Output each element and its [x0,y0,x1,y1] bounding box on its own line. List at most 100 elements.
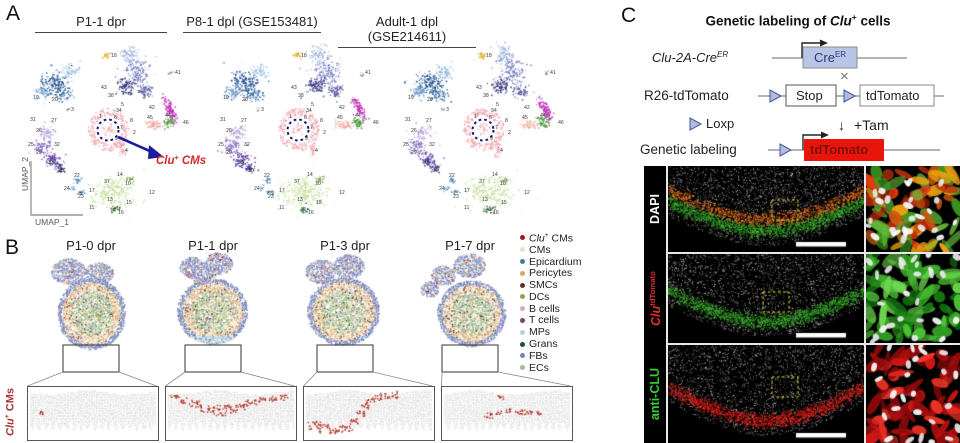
svg-text:37: 37 [479,179,485,185]
umap-plot-2: 18 19 20 3 43 38 34 42 41 46 45 44 1 5 6 7 8 2 9 4 31 27 26 25 2… [400,33,580,233]
svg-text:27: 27 [241,118,247,124]
umap-scatter-canvas [215,33,395,228]
svg-text:30: 30 [58,168,64,174]
svg-text:29: 29 [411,150,417,156]
micro-main-image-0 [668,166,864,252]
svg-text:10: 10 [315,181,321,187]
legend-dot [520,365,525,371]
svg-text:46: 46 [373,120,379,126]
svg-text:1: 1 [289,114,292,120]
panel-c-title: Genetic labeling of Clu+ cells [705,12,891,29]
svg-text:32: 32 [244,142,250,148]
svg-text:10: 10 [125,181,131,187]
svg-text:46: 46 [558,120,564,126]
svg-text:42: 42 [339,105,345,111]
legend-dot [520,235,525,241]
svg-text:34: 34 [306,108,312,114]
svg-text:34: 34 [116,108,122,114]
svg-text:20: 20 [242,97,248,103]
heart-section-canvas-1 [156,251,271,363]
legend-dot [520,258,525,264]
inset-canvas-2 [304,387,434,440]
stop-box [785,84,837,107]
svg-text:14: 14 [307,172,313,178]
svg-text:3: 3 [261,107,264,113]
svg-text:24: 24 [254,186,260,192]
svg-text:18: 18 [486,53,492,59]
svg-text:22: 22 [74,173,80,179]
svg-text:6: 6 [304,115,307,121]
legend-item-10: FBs [520,350,582,362]
legend-label: Epicardium [529,255,582,268]
svg-text:9: 9 [115,136,118,142]
svg-text:9: 9 [490,136,493,142]
svg-text:37: 37 [104,179,110,185]
legend-item-1: CMs [520,244,582,256]
svg-text:11: 11 [279,205,284,211]
legend-dot [520,317,525,323]
svg-text:23: 23 [78,194,84,200]
micro-main-image-1 [668,254,864,343]
construct2-label: R26-tdTomato [644,88,729,103]
svg-text:31: 31 [30,117,36,123]
svg-text:14: 14 [492,172,498,178]
svg-text:14: 14 [117,172,123,178]
svg-text:20: 20 [427,97,433,103]
svg-text:8: 8 [130,118,133,124]
panel-label-a: A [6,2,21,25]
svg-text:18: 18 [301,53,307,59]
umap-plot-1: 18 19 20 3 43 38 34 42 41 46 45 44 1 5 6 7 8 2 9 4 31 27 26 25 2… [215,33,395,233]
umap-plot-0: 18 19 20 3 43 38 34 42 41 46 45 44 1 5 6 7 8 2 9 4 31 27 26 25 2… [20,33,206,233]
legend-item-2: Epicardium [520,256,582,268]
b-timepoint-title-3: P1-7 dpr [445,238,495,253]
svg-text:3: 3 [446,107,449,113]
legend-label: CMs [529,243,551,256]
svg-text:15: 15 [126,200,132,206]
svg-text:6: 6 [489,115,492,121]
svg-text:31: 31 [220,117,226,123]
svg-text:12: 12 [339,190,345,196]
svg-text:25: 25 [218,142,224,148]
svg-text:2: 2 [323,130,326,136]
svg-text:11: 11 [89,205,94,211]
heart-section-canvas-3 [413,251,528,363]
legend-label: Pericytes [529,267,573,280]
legend-dot [520,282,525,288]
svg-text:3: 3 [71,107,74,113]
micro-zoom-inset-2 [866,345,960,443]
svg-text:33: 33 [238,160,244,166]
micro-zoom-inset-0 [866,166,960,252]
svg-text:29: 29 [36,150,42,156]
inset-box-0 [27,386,159,441]
svg-text:34: 34 [491,108,497,114]
svg-text:26: 26 [226,128,232,134]
svg-text:32: 32 [429,142,435,148]
svg-text:13: 13 [297,197,303,203]
svg-text:45: 45 [337,115,343,121]
microscopy-block: DAPI ClutdTomato anti-CLU [644,166,960,443]
construct1-label: Clu-2A-CreER [652,50,728,65]
loxp-label: Loxp [706,116,734,131]
result-tdtomato-label: tdTomato [810,142,868,157]
legend-label: FBs [529,349,548,362]
clu-cms-annotation: Clu+ CMs [156,155,206,167]
svg-text:30: 30 [433,168,439,174]
svg-text:33: 33 [423,160,429,166]
legend-dot [520,247,525,253]
svg-text:7: 7 [310,125,313,131]
svg-text:32: 32 [54,142,60,148]
micro-zoom-inset-1 [866,254,960,343]
legend-dot [520,353,525,359]
legend-label: ECs [529,361,549,374]
svg-text:43: 43 [101,85,107,91]
inset-row-label: Clu+ CMs [4,388,17,436]
svg-text:8: 8 [320,118,323,124]
legend-item-3: Pericytes [520,267,582,279]
panel-label-b: B [5,236,20,259]
umap-scatter-canvas [400,33,580,228]
legend-item-11: ECs [520,362,582,374]
inset-box-3 [441,386,573,441]
svg-text:17: 17 [464,188,470,194]
svg-text:6: 6 [114,115,117,121]
